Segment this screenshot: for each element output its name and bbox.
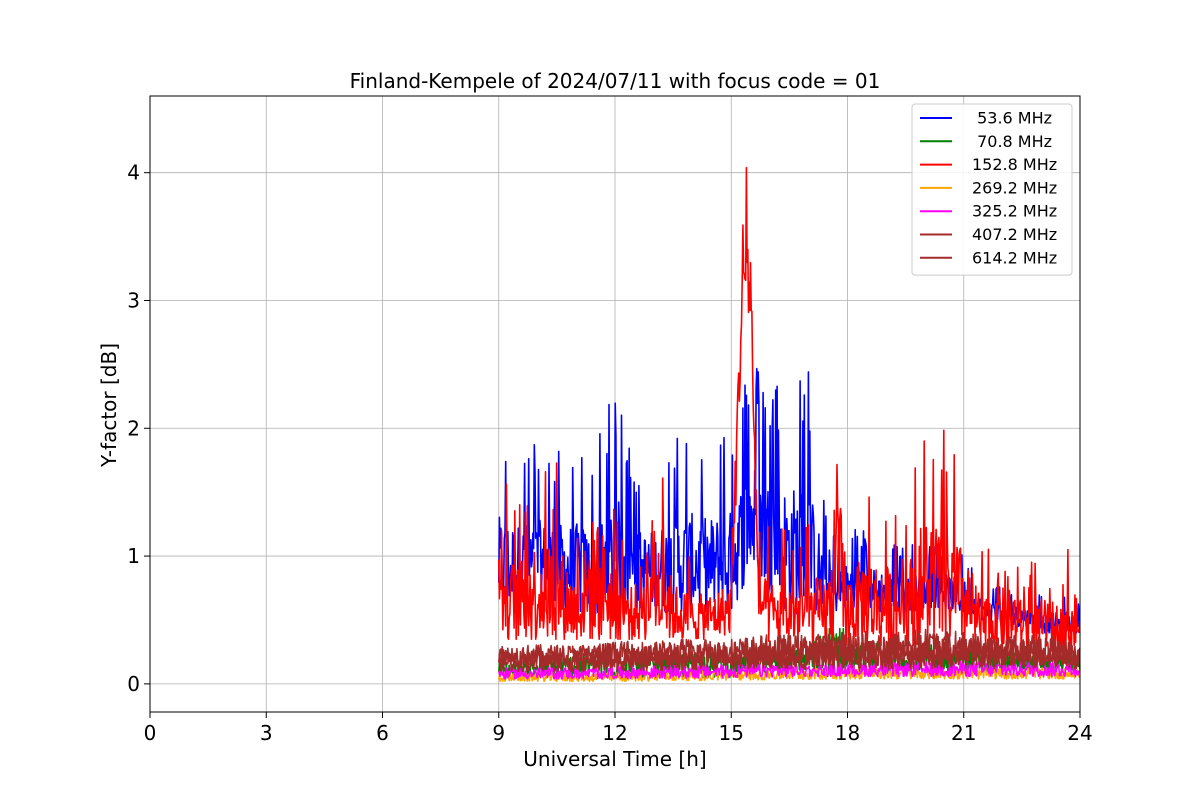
data-layer: [498, 166, 1081, 683]
chart-title: Finland-Kempele of 2024/07/11 with focus…: [350, 69, 881, 93]
x-tick-label: 3: [260, 721, 273, 745]
legend-label: 152.8 MHz: [972, 155, 1057, 174]
series-line: [498, 628, 1081, 666]
legend-label: 269.2 MHz: [972, 178, 1057, 197]
x-tick-label: 18: [835, 721, 860, 745]
legend-label: 53.6 MHz: [972, 109, 1052, 128]
legend-label: 614.2 MHz: [972, 248, 1057, 267]
x-tick-label: 15: [719, 721, 744, 745]
x-tick-label: 0: [144, 721, 157, 745]
y-tick-label: 4: [127, 161, 140, 185]
y-tick-label: 2: [127, 416, 140, 440]
series-line: [498, 166, 1081, 653]
x-tick-label: 24: [1067, 721, 1092, 745]
x-tick-label: 12: [602, 721, 627, 745]
legend-label: 407.2 MHz: [972, 225, 1057, 244]
x-axis-label: Universal Time [h]: [523, 747, 706, 771]
y-tick-label: 0: [127, 672, 140, 696]
x-tick-label: 21: [951, 721, 976, 745]
y-axis-label: Y-factor [dB]: [97, 343, 121, 468]
y-tick-label: 3: [127, 288, 140, 312]
legend-box: [911, 103, 1073, 276]
legend-label: 325.2 MHz: [972, 202, 1057, 221]
x-tick-label: 9: [492, 721, 505, 745]
x-tick-label: 6: [376, 721, 389, 745]
legend: 53.6 MHz 70.8 MHz 152.8 MHz 269.2 MHz 325.2…: [911, 103, 1073, 276]
legend-label: 70.8 MHz: [972, 132, 1052, 151]
y-tick-label: 1: [127, 544, 140, 568]
